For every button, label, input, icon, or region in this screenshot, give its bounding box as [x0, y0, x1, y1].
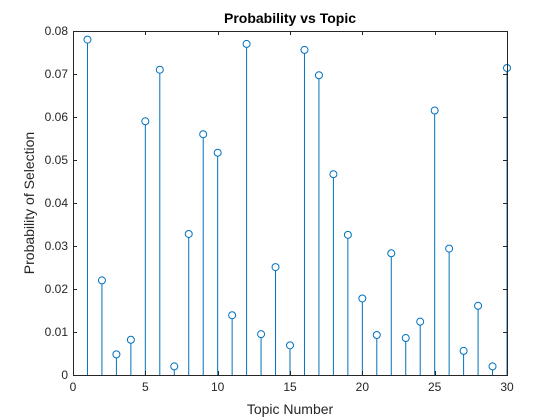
y-axis-title: Probability of Selection — [21, 132, 37, 274]
x-tick-label: 20 — [356, 380, 370, 394]
y-tick-label: 0 — [61, 368, 68, 382]
x-ticks: 0 5 10 15 20 25 30 — [70, 31, 514, 394]
y-ticks: 0 0.01 0.02 0.03 0.04 0.05 0.06 0.07 0.08 — [45, 24, 507, 382]
stem-marker — [126, 335, 135, 344]
stem-marker — [343, 230, 352, 239]
stem-series — [83, 35, 511, 375]
x-tick-label: 25 — [428, 380, 442, 394]
y-tick-label: 0.08 — [45, 24, 69, 38]
stem-marker — [257, 330, 266, 339]
plot-area — [73, 31, 507, 375]
stem-marker — [242, 39, 251, 48]
stem-marker — [358, 294, 367, 303]
x-tick-label: 10 — [211, 380, 225, 394]
stem-marker — [488, 362, 497, 371]
stem-marker — [314, 71, 323, 80]
stem-marker — [445, 244, 454, 253]
y-tick-label: 0.05 — [45, 153, 69, 167]
y-tick-label: 0.04 — [45, 196, 69, 210]
stem-marker — [271, 263, 280, 272]
stem-marker — [329, 170, 338, 179]
stem-marker — [199, 130, 208, 139]
stem-marker — [401, 334, 410, 343]
stem-marker — [430, 106, 439, 115]
stem-marker — [387, 249, 396, 258]
stem-marker — [141, 117, 150, 126]
x-tick-label: 15 — [283, 380, 297, 394]
stem-marker — [170, 362, 179, 371]
x-axis-title: Topic Number — [247, 401, 334, 417]
stem-marker — [213, 148, 222, 157]
stem-marker — [300, 45, 309, 54]
chart-title: Probability vs Topic — [224, 10, 356, 26]
stem-marker — [459, 346, 468, 355]
y-tick-label: 0.07 — [45, 67, 69, 81]
x-tick-label: 30 — [500, 380, 514, 394]
stem-marker — [155, 65, 164, 74]
y-tick-label: 0.03 — [45, 239, 69, 253]
y-tick-label: 0.02 — [45, 282, 69, 296]
stem-marker — [286, 341, 294, 350]
x-tick-label: 0 — [70, 380, 77, 394]
stem-marker — [83, 35, 92, 44]
stem-marker — [372, 331, 381, 340]
stem-marker — [416, 317, 425, 326]
y-tick-label: 0.01 — [45, 325, 69, 339]
stem-marker — [228, 311, 237, 320]
y-tick-label: 0.06 — [45, 110, 69, 124]
x-tick-label: 5 — [142, 380, 149, 394]
stem-marker — [474, 301, 483, 310]
stem-marker — [97, 276, 106, 285]
stem-marker — [184, 229, 193, 238]
stem-marker — [112, 350, 121, 359]
